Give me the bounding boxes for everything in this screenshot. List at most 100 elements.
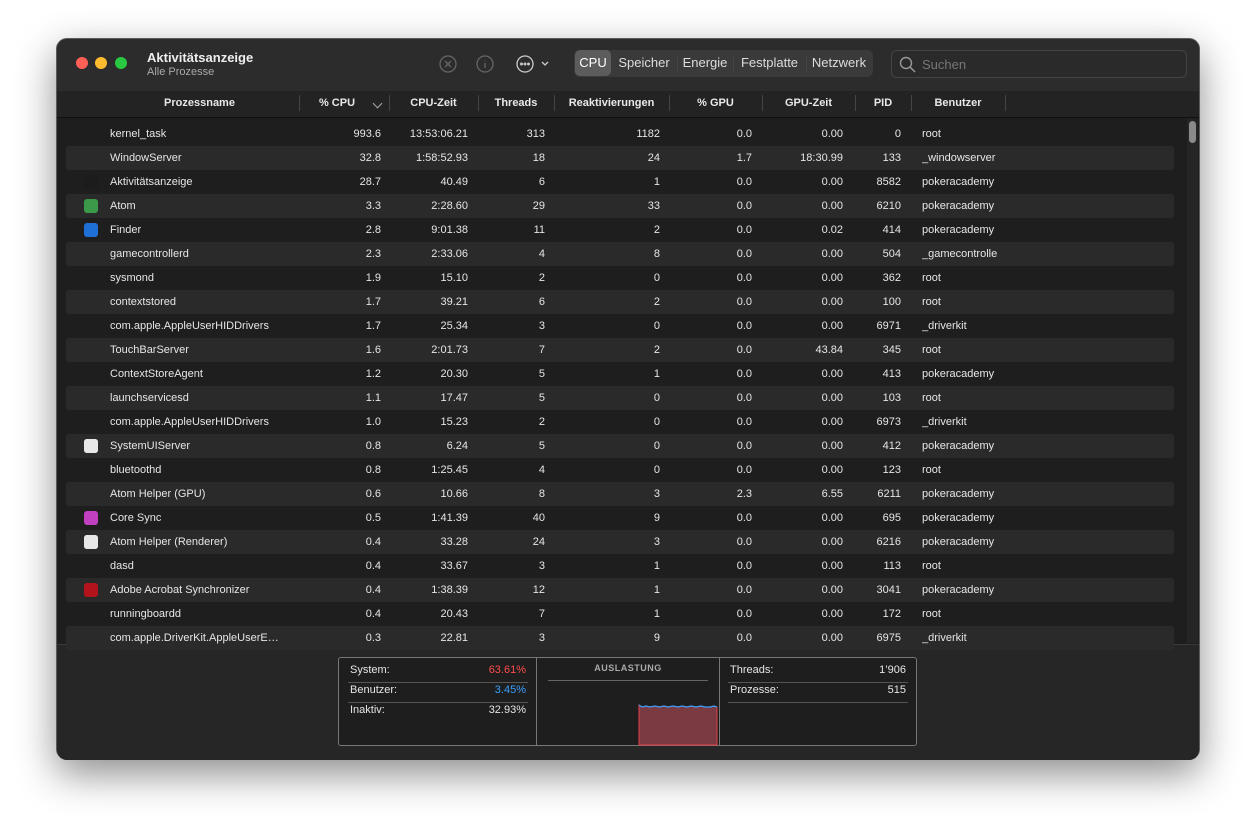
table-cell: 2 xyxy=(538,416,545,428)
scrollbar-thumb[interactable] xyxy=(1189,121,1196,143)
table-row[interactable] xyxy=(66,482,1174,506)
minimize-button[interactable] xyxy=(95,57,107,69)
load-chart xyxy=(638,704,718,746)
table-row[interactable] xyxy=(66,290,1174,314)
table-cell: 0.4 xyxy=(365,560,381,572)
table-cell: 1.2 xyxy=(365,368,381,380)
column-header[interactable]: PID xyxy=(873,97,893,109)
table-cell: 0.0 xyxy=(736,512,752,524)
summary-divider xyxy=(719,658,720,745)
table-row[interactable] xyxy=(66,194,1174,218)
table-cell: 5 xyxy=(538,368,545,380)
close-button[interactable] xyxy=(76,57,88,69)
table-cell: Atom Helper (Renderer) xyxy=(110,536,228,548)
table-cell: pokeracademy xyxy=(922,176,995,188)
table-cell: 0.00 xyxy=(821,512,843,524)
window-controls xyxy=(76,57,127,69)
chart-rule xyxy=(548,680,708,681)
table-cell: 5 xyxy=(538,392,545,404)
table-cell: root xyxy=(922,128,941,140)
table-cell: 40.49 xyxy=(440,176,468,188)
summary-divider xyxy=(536,658,537,745)
table-cell: _driverkit xyxy=(922,320,967,332)
table-cell: 0.00 xyxy=(821,296,843,308)
table-cell: 6975 xyxy=(876,632,901,644)
table-cell: 3 xyxy=(538,320,545,332)
table-cell: kernel_task xyxy=(110,128,167,140)
table-cell: 412 xyxy=(882,440,901,452)
table-cell: ContextStoreAgent xyxy=(110,368,203,380)
table-cell: 0.4 xyxy=(365,584,381,596)
table-cell: 113 xyxy=(883,560,901,572)
column-header[interactable]: Benutzer xyxy=(934,97,982,109)
table-cell: pokeracademy xyxy=(922,224,995,236)
table-row[interactable] xyxy=(66,146,1174,170)
table-cell: 1.7 xyxy=(365,296,381,308)
table-cell: 1:41.39 xyxy=(431,512,468,524)
column-header[interactable]: Prozessname xyxy=(164,97,235,109)
table-cell: 100 xyxy=(882,296,901,308)
table-cell: 0.4 xyxy=(365,536,381,548)
table-row[interactable] xyxy=(66,434,1174,458)
tab[interactable]: Festplatte xyxy=(740,55,799,70)
table-cell: 6216 xyxy=(876,536,901,548)
table-cell: 7 xyxy=(538,344,545,356)
table-row[interactable] xyxy=(66,338,1174,362)
table-cell: 18 xyxy=(532,152,545,164)
table-cell: 0.00 xyxy=(821,632,843,644)
stop-process-button[interactable] xyxy=(439,55,457,73)
summary-value: 1’906 xyxy=(879,664,906,676)
table-cell: 0.6 xyxy=(365,488,381,500)
tab[interactable]: Speicher xyxy=(618,55,670,70)
table-cell: 40 xyxy=(532,512,545,524)
column-header[interactable]: Reaktivierungen xyxy=(568,97,655,109)
window-title: Aktivitätsanzeige xyxy=(147,50,254,65)
column-separator xyxy=(669,95,670,111)
table-cell: 0.0 xyxy=(736,464,752,476)
table-cell: root xyxy=(922,296,941,308)
table-cell: 2.3 xyxy=(736,488,752,500)
table-cell: 5 xyxy=(538,440,545,452)
tab[interactable]: Netzwerk xyxy=(811,55,867,70)
app-icon xyxy=(84,223,98,237)
zoom-button[interactable] xyxy=(115,57,127,69)
table-cell: 6.55 xyxy=(821,488,843,500)
summary-rule xyxy=(728,682,908,683)
search-placeholder: Suchen xyxy=(922,57,967,72)
tab[interactable]: Energie xyxy=(682,55,728,70)
summary-value: 3.45% xyxy=(494,684,526,696)
table-cell: 0.00 xyxy=(821,200,843,212)
table-row[interactable] xyxy=(66,578,1174,602)
column-header[interactable]: % GPU xyxy=(697,97,734,109)
more-button[interactable] xyxy=(516,55,549,73)
table-cell: 3.3 xyxy=(365,200,381,212)
column-header[interactable]: % CPU xyxy=(318,97,356,109)
info-button[interactable] xyxy=(476,55,494,73)
summary-label: Inaktiv: xyxy=(350,704,385,716)
table-cell: _gamecontrolle xyxy=(922,248,998,260)
table-cell: 6211 xyxy=(877,488,901,500)
table-cell: 3 xyxy=(653,536,660,548)
table-cell: 0.00 xyxy=(821,440,843,452)
column-header[interactable]: GPU-Zeit xyxy=(784,97,833,109)
table-cell: 1 xyxy=(653,584,660,596)
tab[interactable]: CPU xyxy=(575,50,611,76)
summary-value: 32.93% xyxy=(488,704,526,716)
column-header[interactable]: CPU-Zeit xyxy=(410,97,457,109)
table-cell: pokeracademy xyxy=(922,368,995,380)
search-field[interactable] xyxy=(891,50,1187,78)
table-cell: 12 xyxy=(532,584,545,596)
table-cell: SystemUIServer xyxy=(110,440,191,452)
table-row[interactable] xyxy=(66,530,1174,554)
table-row[interactable] xyxy=(66,242,1174,266)
table-cell: 0.00 xyxy=(821,416,843,428)
table-row[interactable] xyxy=(66,626,1174,650)
table-cell: 0.00 xyxy=(821,392,843,404)
table-cell: 0.0 xyxy=(736,440,752,452)
column-header[interactable]: Threads xyxy=(494,97,538,109)
table-cell: 1 xyxy=(653,560,660,572)
table-cell: 413 xyxy=(882,368,901,380)
table-cell: 0.0 xyxy=(736,632,752,644)
table-row[interactable] xyxy=(66,386,1174,410)
table-cell: 22.81 xyxy=(440,632,468,644)
